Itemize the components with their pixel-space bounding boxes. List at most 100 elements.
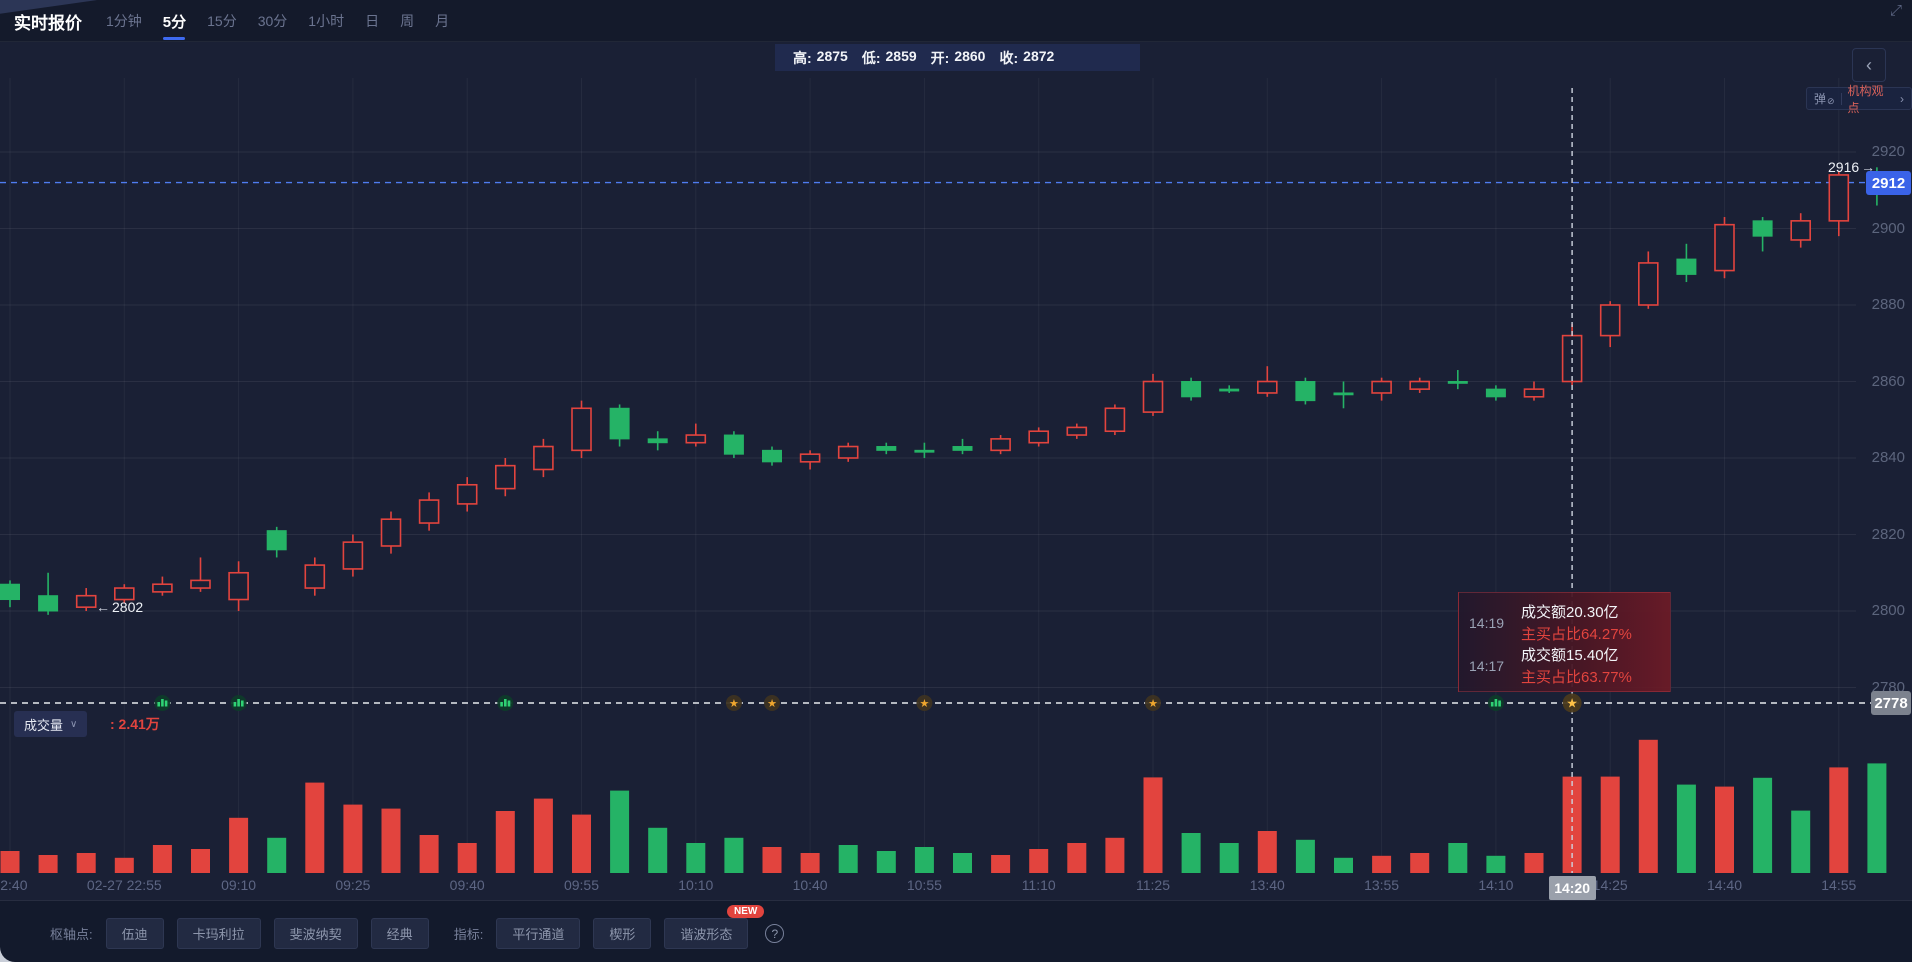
candle[interactable] [952,438,973,455]
axis-separator [0,900,1912,901]
candle[interactable] [1257,366,1278,397]
candle[interactable] [0,580,20,608]
help-icon[interactable]: ? [765,924,785,943]
volume-indicator-dropdown[interactable]: 成交量 ∨ [14,711,88,737]
candle[interactable] [114,584,135,604]
candle[interactable] [1142,373,1164,416]
chevron-right-icon: › [1900,91,1904,106]
candle[interactable] [75,588,97,611]
volume-signal-icon[interactable] [497,695,514,711]
candle[interactable] [304,557,326,596]
indicator-harmonic-pattern-button[interactable]: 谐波形态 NEW [664,905,765,949]
star-signal-icon[interactable]: ★ [1145,695,1161,711]
price-chart-canvas[interactable]: ★ ★ ★ ★ ★ [0,0,1912,905]
candle[interactable] [837,442,859,462]
toolbar-content: 枢轴点: 伍迪 卡玛利拉 斐波纳契 经典 指标: 平行通道 楔形 谐波形态 NEW? [50,905,785,949]
time-label: 13:40 [1249,877,1285,893]
volume-bar [572,814,591,873]
ohlc-label: 低: [861,49,881,66]
candle[interactable] [685,423,707,447]
star-signal-icon[interactable]: ★ [764,695,780,711]
candle[interactable] [990,435,1011,455]
candle[interactable] [1333,381,1354,409]
collapse-panel-button[interactable]: ‹ [1852,48,1886,82]
candle[interactable] [1676,243,1697,283]
indicator-wedge-button[interactable]: 楔形 [593,918,652,949]
volume-bar [648,827,668,873]
candle[interactable] [1295,377,1316,405]
candle[interactable] [1028,427,1049,447]
candle[interactable] [228,561,249,611]
candle[interactable] [647,431,668,451]
tab-15min[interactable]: 15分 [207,13,237,29]
candle[interactable] [1599,301,1621,348]
expand-icon[interactable]: ⤢ [1889,2,1902,19]
session-low-label: ← 2802 [96,599,143,615]
candle[interactable] [1752,217,1773,252]
candle[interactable] [1828,171,1850,237]
candle[interactable] [1714,217,1735,279]
candle[interactable] [1371,377,1392,401]
volume-signal-icon[interactable] [154,695,171,711]
tab-1h[interactable]: 1小时 [308,13,345,29]
candle[interactable] [1066,423,1088,439]
candle[interactable] [571,400,592,458]
candle[interactable] [1409,377,1430,393]
candle[interactable] [190,557,211,592]
volume-signal-icon[interactable] [1487,695,1504,711]
candle[interactable] [762,446,782,466]
candle[interactable] [1219,385,1240,393]
candle[interactable] [1638,251,1659,309]
star-signal-icon-active[interactable]: ★ [1562,693,1582,713]
candle[interactable] [380,511,402,554]
star-signal-icon[interactable]: ★ [916,695,933,711]
candle[interactable] [876,442,897,455]
candle[interactable] [456,477,478,512]
barrage-toggle[interactable]: 弹 ⊘ [1814,90,1835,107]
pivot-fibonacci-button[interactable]: 斐波纳契 [273,918,358,949]
ohlc-value: 2872 [1023,47,1055,64]
candle[interactable] [799,450,821,470]
volume-signal-icon[interactable] [230,695,247,711]
tab-1min[interactable]: 1分钟 [106,13,142,29]
ohlc-info-bar: 高: 2875 低: 2859 开: 2860 收: 2872 [775,44,1140,71]
candle[interactable] [266,526,287,558]
star-signal-icon[interactable]: ★ [725,695,742,711]
tab-month[interactable]: 月 [435,13,450,29]
indicators-label: 指标: [453,927,484,942]
candle[interactable] [1790,213,1811,248]
candle[interactable] [38,572,59,615]
tab-day[interactable]: 日 [365,13,380,29]
volume-bar [1638,739,1658,873]
candle[interactable] [494,458,516,497]
candle[interactable] [1523,381,1545,401]
volume-bar [152,845,172,873]
candle[interactable] [342,534,364,577]
candle[interactable] [1104,404,1126,436]
tooltip-lines: 成交额15.40亿 主买占比63.77% [1521,644,1632,687]
candle[interactable] [914,442,935,458]
session-low-value: 2802 [112,599,144,615]
candle[interactable] [533,438,554,478]
time-label: 09:10 [221,877,257,893]
volume-bar [457,843,477,873]
candle[interactable] [1447,370,1468,390]
tab-week[interactable]: 周 [400,13,415,29]
candle[interactable] [723,431,744,458]
candle[interactable] [152,576,173,596]
candle[interactable] [1181,377,1202,401]
indicator-parallel-channel-button[interactable]: 平行通道 [496,918,581,949]
candle[interactable] [609,404,630,447]
pivot-camarilla-button[interactable]: 卡玛利拉 [176,918,261,949]
volume-bar [838,845,858,873]
candle[interactable] [418,492,440,531]
institution-view-pill[interactable]: 弹 ⊘ 机构观点 › [1806,84,1912,115]
tab-5min[interactable]: 5分 [163,1,186,42]
candle[interactable] [1485,385,1506,401]
volume-bar [343,804,363,873]
svg-text:★: ★ [767,698,777,710]
volume-bar [686,843,706,873]
pivot-classic-button[interactable]: 经典 [370,918,429,949]
pivot-woodie-button[interactable]: 伍迪 [105,918,164,949]
tab-30min[interactable]: 30分 [257,13,288,29]
